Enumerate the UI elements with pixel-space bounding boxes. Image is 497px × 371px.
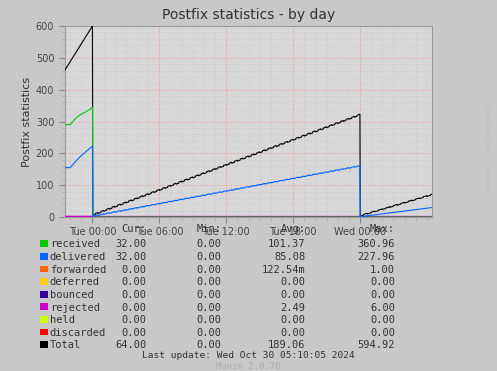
Text: 0.00: 0.00 (196, 265, 221, 275)
Text: received: received (50, 240, 100, 249)
Text: bounced: bounced (50, 290, 93, 300)
Text: 0.00: 0.00 (196, 290, 221, 300)
Text: 0.00: 0.00 (122, 303, 147, 312)
Text: 0.00: 0.00 (281, 278, 306, 287)
Text: Min:: Min: (196, 224, 221, 234)
Text: discarded: discarded (50, 328, 106, 338)
Text: 2.49: 2.49 (281, 303, 306, 312)
Text: Total: Total (50, 341, 81, 350)
Text: 0.00: 0.00 (370, 328, 395, 338)
Text: 0.00: 0.00 (281, 315, 306, 325)
Text: held: held (50, 315, 75, 325)
Text: 227.96: 227.96 (358, 252, 395, 262)
Text: Max:: Max: (370, 224, 395, 234)
Y-axis label: Postfix statistics: Postfix statistics (21, 76, 31, 167)
Text: 0.00: 0.00 (196, 240, 221, 249)
Text: Munin 2.0.76: Munin 2.0.76 (216, 362, 281, 371)
Text: 594.92: 594.92 (358, 341, 395, 350)
Text: Avg:: Avg: (281, 224, 306, 234)
Text: 0.00: 0.00 (196, 341, 221, 350)
Text: 360.96: 360.96 (358, 240, 395, 249)
Text: delivered: delivered (50, 252, 106, 262)
Text: 0.00: 0.00 (196, 328, 221, 338)
Text: 32.00: 32.00 (115, 252, 147, 262)
Text: Cur:: Cur: (122, 224, 147, 234)
Text: rejected: rejected (50, 303, 100, 312)
Text: 85.08: 85.08 (274, 252, 306, 262)
Title: Postfix statistics - by day: Postfix statistics - by day (162, 8, 335, 22)
Text: 189.06: 189.06 (268, 341, 306, 350)
Text: 0.00: 0.00 (281, 328, 306, 338)
Text: 0.00: 0.00 (122, 265, 147, 275)
Text: 0.00: 0.00 (196, 315, 221, 325)
Text: 32.00: 32.00 (115, 240, 147, 249)
Text: 6.00: 6.00 (370, 303, 395, 312)
Text: deferred: deferred (50, 278, 100, 287)
Text: RRDTOOL / TOBI OETIKER: RRDTOOL / TOBI OETIKER (486, 107, 491, 190)
Text: 0.00: 0.00 (122, 278, 147, 287)
Text: 122.54m: 122.54m (262, 265, 306, 275)
Text: 0.00: 0.00 (370, 315, 395, 325)
Text: 101.37: 101.37 (268, 240, 306, 249)
Text: 0.00: 0.00 (281, 290, 306, 300)
Text: 1.00: 1.00 (370, 265, 395, 275)
Text: 0.00: 0.00 (122, 315, 147, 325)
Text: 0.00: 0.00 (196, 303, 221, 312)
Text: 0.00: 0.00 (122, 328, 147, 338)
Text: Last update: Wed Oct 30 05:10:05 2024: Last update: Wed Oct 30 05:10:05 2024 (142, 351, 355, 360)
Text: 0.00: 0.00 (196, 252, 221, 262)
Text: 0.00: 0.00 (370, 290, 395, 300)
Text: forwarded: forwarded (50, 265, 106, 275)
Text: 0.00: 0.00 (196, 278, 221, 287)
Text: 64.00: 64.00 (115, 341, 147, 350)
Text: 0.00: 0.00 (370, 278, 395, 287)
Text: 0.00: 0.00 (122, 290, 147, 300)
